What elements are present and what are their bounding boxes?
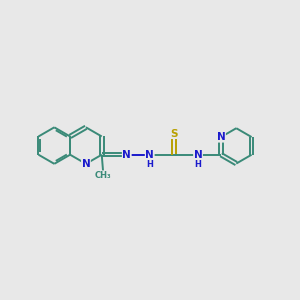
Text: N: N [217, 132, 225, 142]
Text: H: H [195, 160, 202, 169]
Text: H: H [146, 160, 153, 169]
Text: N: N [122, 150, 131, 160]
Text: N: N [146, 150, 154, 160]
Text: N: N [194, 150, 202, 160]
Text: S: S [170, 128, 178, 139]
Text: N: N [82, 159, 90, 169]
Text: CH₃: CH₃ [95, 171, 112, 180]
